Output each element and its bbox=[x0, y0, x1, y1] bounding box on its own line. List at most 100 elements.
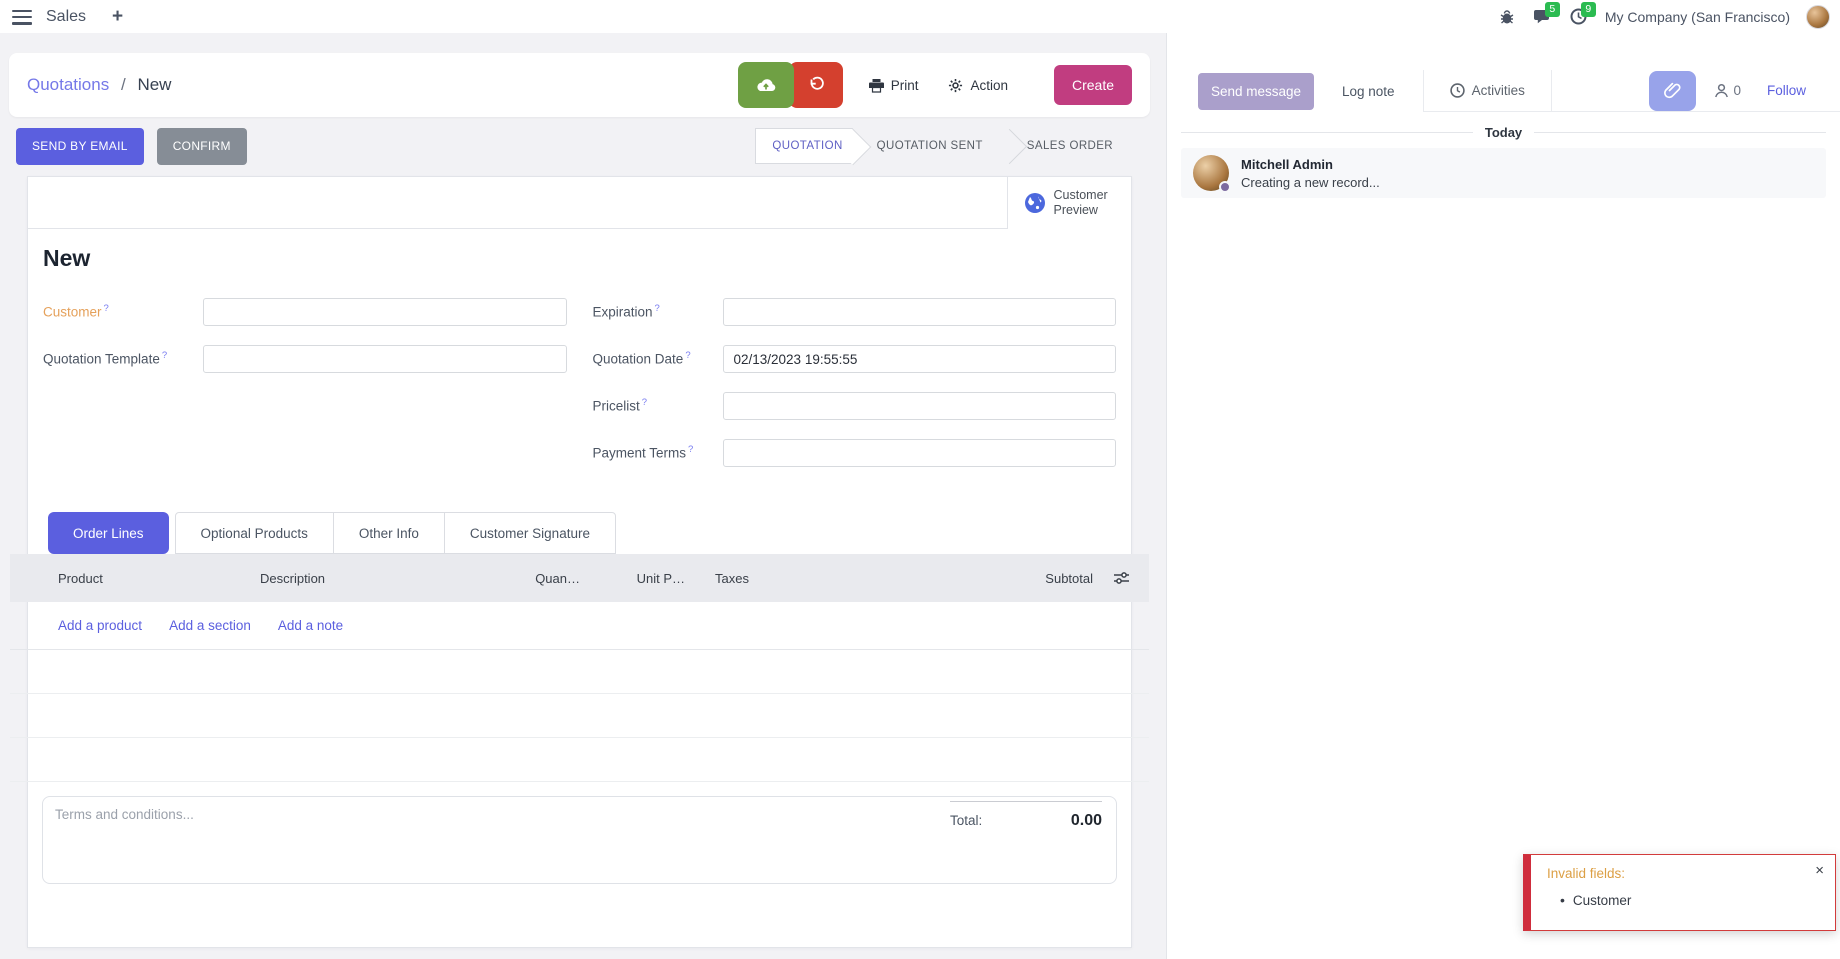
printer-icon bbox=[868, 78, 884, 93]
chatter-topbar-right: Activities 0 Follow bbox=[1422, 70, 1840, 112]
followers-button[interactable]: 0 bbox=[1714, 83, 1741, 98]
add-a-note-link[interactable]: Add a note bbox=[277, 618, 344, 633]
tab-optional-products[interactable]: Optional Products bbox=[174, 512, 334, 554]
col-description[interactable]: Description bbox=[260, 570, 326, 586]
empty-row bbox=[10, 650, 1149, 694]
toast-title: Invalid fields: bbox=[1547, 866, 1626, 881]
quotation-template-input[interactable] bbox=[203, 345, 567, 373]
follow-button[interactable]: Follow bbox=[1766, 83, 1806, 98]
top-navbar: Sales + 5 9 My Company (San Francisco) bbox=[0, 0, 1840, 33]
add-a-section-link[interactable]: Add a section bbox=[169, 618, 251, 633]
cloud-upload-icon bbox=[755, 77, 777, 94]
field-quotation-date: Quotation Date? bbox=[592, 345, 1116, 373]
pricelist-input[interactable] bbox=[722, 392, 1116, 420]
stage-quotation-sent[interactable]: QUOTATION SENT bbox=[876, 140, 983, 152]
send-message-button[interactable]: Send message bbox=[1198, 72, 1314, 110]
paperclip-icon bbox=[1664, 82, 1681, 100]
terms-and-conditions-input[interactable] bbox=[55, 807, 575, 822]
col-unit-price[interactable]: Unit P… bbox=[636, 570, 685, 586]
add-a-product-link[interactable]: Add a product bbox=[58, 618, 143, 633]
message-text: Creating a new record... bbox=[1241, 175, 1380, 190]
status-dot bbox=[1219, 181, 1231, 193]
apps-menu-icon[interactable] bbox=[12, 9, 32, 25]
save-button[interactable] bbox=[737, 62, 794, 108]
help-icon[interactable]: ? bbox=[161, 350, 168, 361]
message-body: Mitchell Admin Creating a new record... bbox=[1241, 155, 1380, 191]
tab-order-lines[interactable]: Order Lines bbox=[48, 512, 169, 554]
discard-button[interactable] bbox=[788, 62, 843, 108]
tab-customer-signature[interactable]: Customer Signature bbox=[443, 512, 616, 554]
field-column-right: Expiration? Quotation Date? Pricelist? P… bbox=[592, 298, 1116, 486]
customer-preview-button[interactable]: Customer Preview bbox=[1007, 177, 1131, 229]
log-note-button[interactable]: Log note bbox=[1342, 83, 1395, 99]
activities-badge: 9 bbox=[1580, 1, 1596, 17]
new-tab-plus-icon[interactable]: + bbox=[112, 5, 124, 27]
col-taxes[interactable]: Taxes bbox=[715, 570, 749, 586]
pricelist-label: Pricelist? bbox=[592, 397, 648, 414]
tab-other-info[interactable]: Other Info bbox=[332, 512, 445, 554]
expiration-label: Expiration? bbox=[592, 303, 660, 320]
app-name[interactable]: Sales bbox=[46, 7, 87, 25]
customer-input[interactable] bbox=[203, 298, 567, 326]
stage-sales-order[interactable]: SALES ORDER bbox=[1003, 128, 1133, 164]
navbar-right: 5 9 My Company (San Francisco) bbox=[1497, 1, 1830, 29]
print-label: Print bbox=[890, 77, 919, 93]
record-title: New bbox=[43, 245, 91, 271]
order-lines-table: Product Description Quan… Unit P… Taxes … bbox=[10, 554, 1149, 782]
col-subtotal[interactable]: Subtotal bbox=[1045, 570, 1093, 586]
activities-button[interactable]: Activities bbox=[1422, 70, 1552, 111]
print-button[interactable]: Print bbox=[868, 77, 919, 93]
stage-quotation[interactable]: QUOTATION bbox=[755, 128, 853, 164]
stage-pipeline: QUOTATION QUOTATION SENT SALES ORDER bbox=[755, 128, 1133, 164]
globe-icon bbox=[1024, 192, 1046, 214]
quotation-date-input[interactable] bbox=[722, 345, 1116, 373]
message-avatar bbox=[1193, 155, 1231, 193]
create-button[interactable]: Create bbox=[1054, 65, 1132, 105]
action-button[interactable]: Action bbox=[948, 78, 1008, 93]
navbar-left: Sales + bbox=[12, 6, 123, 28]
col-product[interactable]: Product bbox=[58, 570, 103, 586]
notebook-tabs: Order Lines Optional Products Other Info… bbox=[48, 512, 1131, 554]
help-icon[interactable]: ? bbox=[641, 397, 648, 408]
invalid-fields-toast: Invalid fields: × Customer bbox=[1523, 854, 1836, 931]
breadcrumb-quotations[interactable]: Quotations bbox=[27, 75, 110, 94]
add-links-row: Add a product Add a section Add a note bbox=[10, 602, 1149, 650]
button-box: Customer Preview bbox=[28, 177, 1131, 229]
quotation-template-label: Quotation Template? bbox=[43, 350, 168, 367]
payment-terms-input[interactable] bbox=[722, 439, 1116, 467]
empty-row bbox=[10, 738, 1149, 782]
chatter-message[interactable]: Mitchell Admin Creating a new record... bbox=[1181, 148, 1826, 198]
send-by-email-button[interactable]: SEND BY EMAIL bbox=[16, 127, 144, 165]
attach-file-button[interactable] bbox=[1649, 70, 1697, 111]
total-block: Total: 0.00 bbox=[950, 801, 1102, 830]
messages-icon[interactable]: 5 bbox=[1533, 1, 1560, 27]
help-icon[interactable]: ? bbox=[688, 444, 694, 455]
control-panel-actions: Print Action Create bbox=[737, 62, 1132, 108]
company-switcher[interactable]: My Company (San Francisco) bbox=[1604, 8, 1790, 25]
action-label: Action bbox=[970, 77, 1008, 93]
col-quantity[interactable]: Quan… bbox=[535, 570, 580, 586]
followers-count: 0 bbox=[1733, 83, 1741, 98]
payment-terms-label: Payment Terms? bbox=[592, 444, 694, 461]
message-author: Mitchell Admin bbox=[1241, 157, 1333, 172]
close-icon[interactable]: × bbox=[1815, 862, 1824, 879]
control-panel: Quotations / New bbox=[9, 53, 1150, 117]
clock-icon bbox=[1449, 83, 1465, 98]
help-icon[interactable]: ? bbox=[103, 303, 109, 314]
debug-bug-icon[interactable] bbox=[1497, 7, 1517, 27]
expiration-input[interactable] bbox=[722, 298, 1116, 326]
activities-clock-icon[interactable]: 9 bbox=[1569, 1, 1596, 27]
user-avatar[interactable] bbox=[1806, 4, 1830, 29]
customer-label: Customer? bbox=[43, 303, 109, 320]
optional-columns-icon[interactable] bbox=[1093, 571, 1149, 585]
help-icon[interactable]: ? bbox=[685, 350, 691, 361]
chatter-topbar: Send message Log note Activities bbox=[1167, 70, 1840, 112]
help-icon[interactable]: ? bbox=[654, 303, 660, 314]
field-expiration: Expiration? bbox=[592, 298, 1116, 326]
quotation-date-label: Quotation Date? bbox=[592, 350, 691, 367]
confirm-button[interactable]: CONFIRM bbox=[156, 127, 247, 165]
breadcrumb-separator: / bbox=[120, 75, 126, 94]
breadcrumb-current: New bbox=[137, 75, 172, 94]
field-customer: Customer? bbox=[43, 298, 567, 326]
